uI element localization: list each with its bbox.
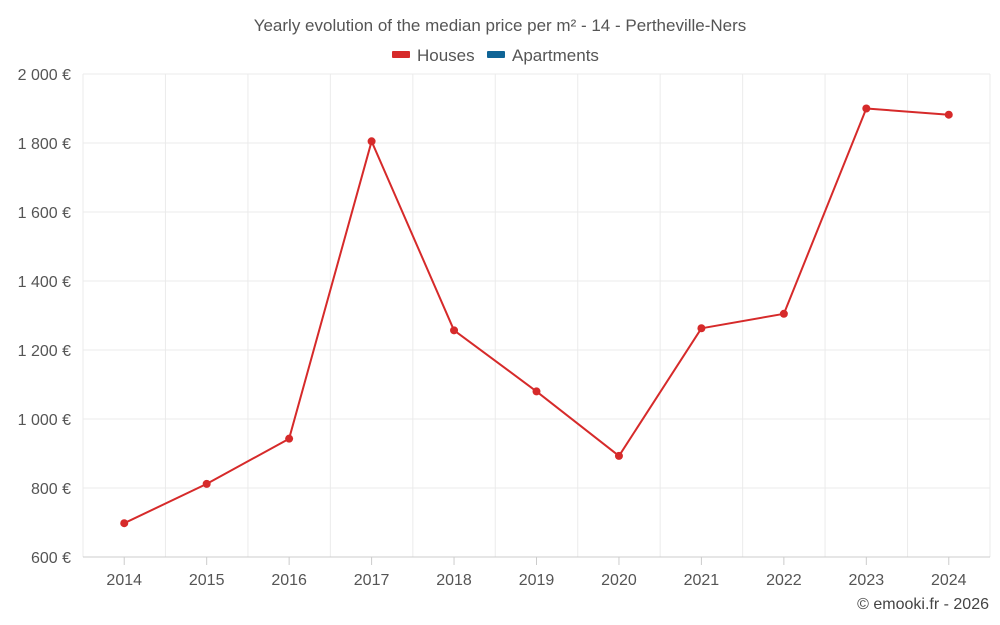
x-tick-label: 2021	[684, 572, 720, 589]
y-tick-label: 1 200 €	[18, 343, 71, 360]
data-point	[862, 104, 871, 113]
y-tick-label: 2 000 €	[18, 67, 71, 84]
data-point	[120, 519, 129, 528]
data-point	[779, 309, 788, 318]
data-point	[285, 434, 294, 443]
x-tick-label: 2014	[106, 572, 142, 589]
data-point	[532, 387, 541, 396]
x-tick-label: 2015	[189, 572, 225, 589]
x-tick-label: 2022	[766, 572, 802, 589]
x-tick-label: 2019	[519, 572, 555, 589]
data-point	[450, 326, 459, 335]
x-tick-label: 2017	[354, 572, 390, 589]
axes: 600 € 800 € 1 000 € 1 200 € 1 400 € 1 600 € 1 …	[18, 67, 990, 589]
credit-text: © emooki.fr - 2026	[857, 596, 989, 613]
x-tick-label: 2023	[849, 572, 885, 589]
y-tick-label: 1 800 €	[18, 136, 71, 153]
legend: Houses Apartments	[392, 46, 599, 65]
grid	[82, 73, 991, 557]
legend-item-houses[interactable]: Houses	[392, 46, 475, 65]
legend-item-apartments[interactable]: Apartments	[487, 46, 599, 65]
x-tick-label: 2016	[271, 572, 307, 589]
legend-swatch-houses	[392, 51, 410, 58]
legend-label-houses: Houses	[417, 46, 475, 65]
x-tick-label: 2024	[931, 572, 967, 589]
x-tick-label: 2020	[601, 572, 637, 589]
series-houses	[120, 104, 953, 528]
y-tick-label: 800 €	[31, 481, 71, 498]
y-tick-label: 600 €	[31, 550, 71, 567]
chart-title: Yearly evolution of the median price per…	[254, 16, 747, 35]
data-point	[614, 451, 623, 460]
y-tick-label: 1 000 €	[18, 412, 71, 429]
data-point	[367, 137, 376, 146]
data-point	[697, 324, 706, 333]
x-tick-label: 2018	[436, 572, 472, 589]
legend-label-apartments: Apartments	[512, 46, 599, 65]
legend-swatch-apartments	[487, 51, 505, 58]
data-point	[202, 479, 211, 488]
data-point	[944, 110, 953, 119]
y-tick-label: 1 600 €	[18, 205, 71, 222]
y-tick-label: 1 400 €	[18, 274, 71, 291]
